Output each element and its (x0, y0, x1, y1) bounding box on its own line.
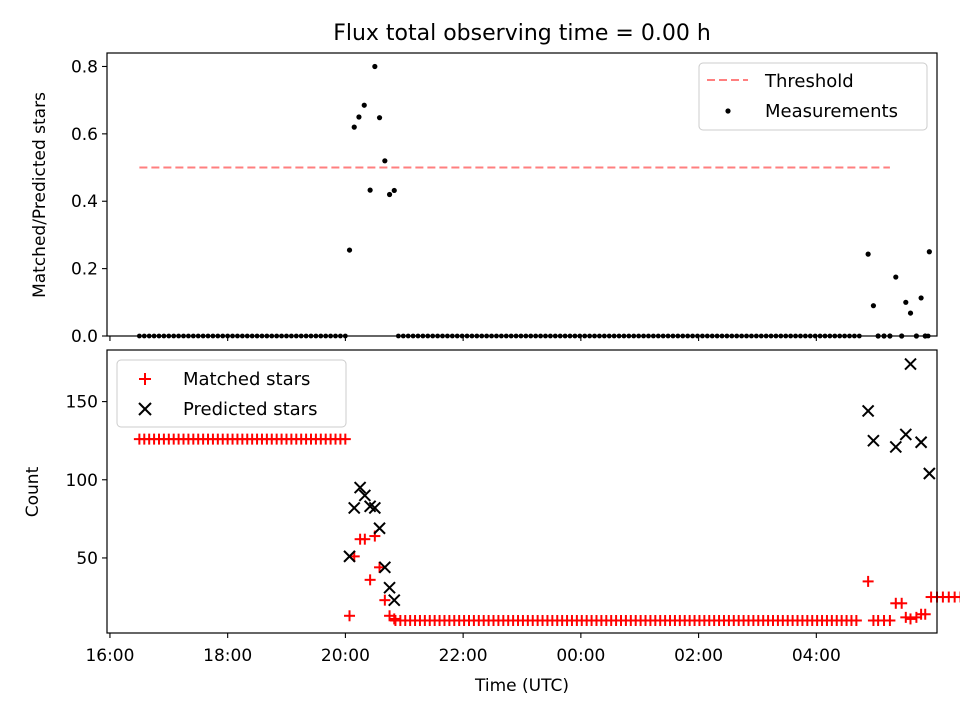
bottom-y-ticks: 50 100 150 (66, 393, 107, 569)
top-y-ticks: 0.0 0.2 0.4 0.6 0.8 (71, 57, 107, 347)
predicted-star-point (358, 489, 372, 502)
bottom-legend: Matched stars Predicted stars (116, 359, 347, 428)
measurement-point (361, 102, 367, 108)
measurement-point (918, 295, 924, 301)
x-tick-label: 04:00 (792, 646, 841, 666)
bottom-y-axis-label: Count (23, 466, 43, 517)
predicted-star-point (383, 581, 396, 594)
predicted-star-point (914, 436, 928, 449)
measurement-point (391, 187, 397, 194)
predicted-star-point (388, 593, 401, 607)
measurement-point (926, 249, 932, 255)
legend-measurements-swatch (725, 108, 731, 114)
predicted-star-point (348, 501, 361, 515)
legend-predicted-label: Predicted stars (183, 399, 317, 420)
matched-star-point (359, 533, 371, 545)
predicted-star-point (923, 467, 936, 480)
measurement-point (386, 191, 393, 198)
x-tick-label: 16:00 (85, 646, 134, 666)
matched-star-point (339, 433, 351, 445)
measurement-point (346, 247, 353, 253)
bottom-y-tick-label: 50 (76, 549, 98, 569)
matched-star-point (850, 614, 862, 626)
measurement-point (870, 303, 877, 309)
legend-matched-swatch (139, 373, 151, 385)
legend-threshold-label: Threshold (764, 71, 854, 92)
x-tick-label: 00:00 (556, 646, 605, 666)
predicted-star-point (368, 501, 382, 515)
bottom-marks (133, 357, 960, 626)
matched-star-point (900, 611, 912, 623)
legend-predicted-swatch (138, 402, 152, 416)
top-y-tick-label: 0.4 (71, 192, 98, 212)
measurement-point (893, 274, 899, 280)
matched-star-point (364, 574, 376, 586)
bottom-y-tick-label: 150 (66, 393, 98, 413)
matched-star-point (896, 597, 908, 609)
matched-star-point (905, 613, 917, 625)
predicted-star-point (343, 550, 356, 563)
matched-star-point (862, 575, 874, 587)
predicted-star-point (899, 428, 913, 441)
matched-star-point (884, 614, 896, 626)
predicted-star-point (861, 404, 875, 418)
predicted-star-point (373, 522, 386, 535)
matched-star-point (344, 610, 356, 622)
top-legend: Threshold Measurements (698, 62, 928, 131)
top-y-tick-label: 0.2 (71, 260, 98, 280)
top-y-tick-label: 0.0 (71, 327, 98, 347)
chart-title: Flux total observing time = 0.00 h (333, 21, 711, 46)
x-tick-label: 02:00 (674, 646, 723, 666)
x-tick-label: 20:00 (321, 646, 370, 666)
matched-star-point (388, 613, 400, 625)
top-x-ticks (109, 336, 817, 341)
matched-star-point (919, 608, 931, 620)
bottom-axes-frame (106, 349, 938, 634)
x-tick-label: 18:00 (203, 646, 252, 666)
legend-measurements-label: Measurements (765, 101, 898, 122)
measurement-point (351, 124, 357, 130)
measurement-point (356, 114, 362, 120)
measurement-point (865, 251, 871, 257)
matched-star-point (379, 594, 391, 606)
x-tick-label: 22:00 (439, 646, 488, 666)
matched-star-point (374, 561, 386, 573)
bottom-y-tick-label: 100 (66, 471, 98, 491)
top-y-tick-label: 0.8 (71, 57, 98, 77)
bottom-legend-box (116, 359, 347, 428)
matched-star-point (955, 591, 960, 603)
measurement-point (903, 299, 909, 305)
top-axes-frame (106, 52, 938, 337)
measurement-point (367, 187, 373, 193)
measurement-point (376, 115, 383, 121)
predicted-star-point (889, 440, 903, 454)
top-y-tick-label: 0.6 (71, 125, 98, 145)
predicted-star-point (353, 481, 367, 494)
predicted-star-point (904, 357, 917, 371)
x-axis-label: Time (UTC) (474, 676, 569, 696)
bottom-panel: 50 100 150 16:00 18:00 20:00 22:00 00:00 02:00 0… (23, 349, 960, 696)
measurement-point (382, 158, 388, 164)
top-panel: 0.00.20.40.60.8 Matched/Predicted stars … (30, 52, 938, 347)
measurement-point (372, 63, 378, 70)
top-y-axis-label: Matched/Predicted stars (30, 92, 50, 298)
top-legend-box (698, 62, 928, 131)
bottom-x-ticks: 16:00 18:00 20:00 22:00 00:00 02:00 04:00 (85, 633, 841, 666)
predicted-star-point (867, 434, 880, 447)
measurement-point (907, 310, 914, 316)
legend-matched-label: Matched stars (183, 369, 310, 390)
predicted-star-point (378, 561, 392, 574)
